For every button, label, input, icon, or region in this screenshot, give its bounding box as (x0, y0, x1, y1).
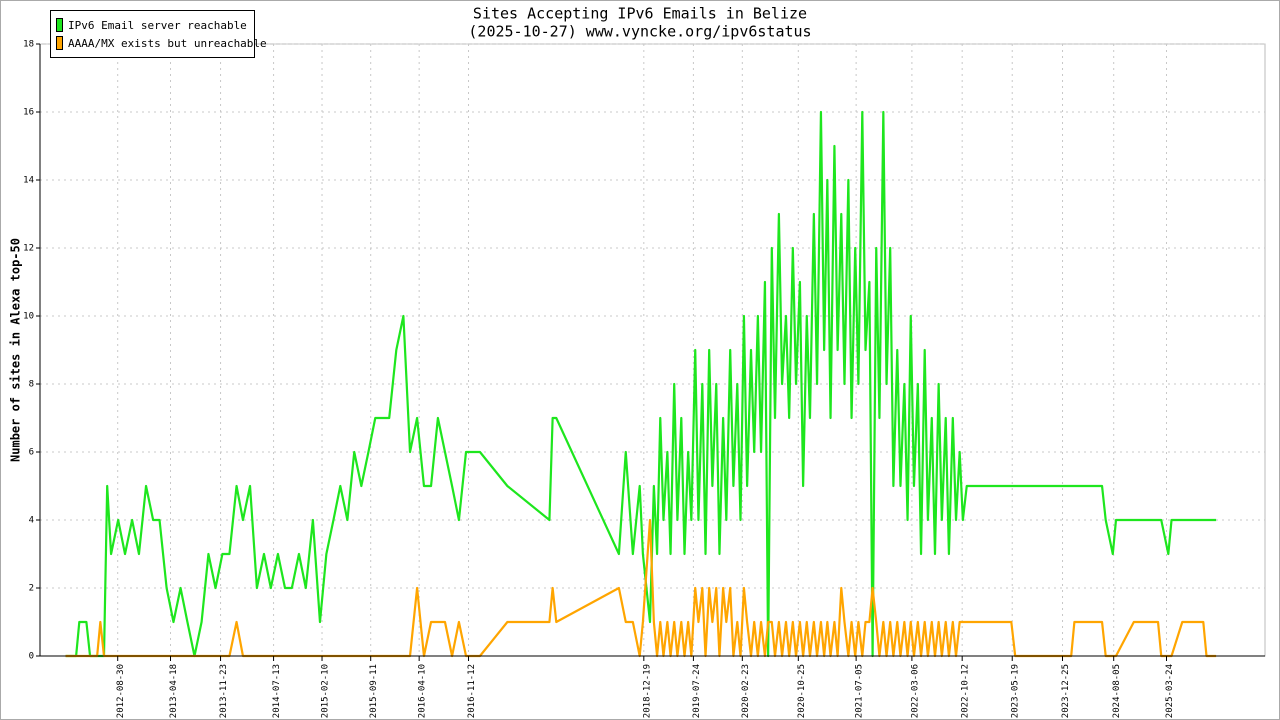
x-tick-label: 2015-09-11 (369, 664, 379, 718)
legend-box (50, 10, 255, 58)
legend-swatch (56, 18, 63, 32)
x-tick-label: 2013-04-18 (169, 664, 179, 718)
y-tick-label: 14 (23, 176, 34, 186)
x-tick-label: 2023-12-25 (1061, 664, 1071, 718)
x-tick-label: 2016-04-10 (418, 664, 428, 718)
y-axis-label: Number of sites in Alexa top-50 (9, 238, 23, 462)
x-tick-label: 2019-07-24 (692, 664, 702, 718)
series-line (65, 110, 1217, 658)
y-tick-label: 6 (29, 448, 34, 458)
x-tick-label: 2020-02-23 (741, 664, 751, 718)
x-tick-label: 2022-03-06 (910, 664, 920, 718)
legend: IPv6 Email server reachable AAAA/MX exist… (50, 10, 267, 58)
x-tick-label: 2012-08-30 (116, 664, 126, 718)
x-tick-label: 2022-10-12 (961, 664, 971, 718)
y-tick-label: 10 (23, 312, 34, 322)
x-tick-label: 2015-02-10 (321, 664, 331, 718)
y-tick-label: 8 (29, 380, 34, 390)
x-tick-label: 2020-10-25 (797, 664, 807, 718)
x-tick-label: 2014-07-13 (272, 664, 282, 718)
x-tick-label: 2021-07-05 (855, 664, 865, 718)
y-tick-label: 0 (29, 652, 34, 662)
legend-label: IPv6 Email server reachable (68, 19, 247, 32)
legend-swatch (56, 36, 63, 50)
x-tick-label: 2025-03-24 (1165, 664, 1175, 718)
chart-title: Sites Accepting IPv6 Emails in Belize (473, 5, 807, 23)
x-tick-label: 2018-12-19 (642, 664, 652, 718)
x-tick-label: 2024-08-05 (1112, 664, 1122, 718)
y-tick-label: 2 (29, 584, 34, 594)
chart-subtitle: (2025-10-27) www.vyncke.org/ipv6status (468, 23, 811, 41)
legend-label: AAAA/MX exists but unreachable (68, 37, 267, 50)
y-tick-label: 18 (23, 40, 34, 50)
x-tick-label: 2023-05-19 (1011, 664, 1021, 718)
y-tick-label: 12 (23, 244, 34, 254)
x-tick-label: 2016-11-12 (467, 664, 477, 718)
y-tick-label: 4 (29, 516, 34, 526)
y-tick-label: 16 (23, 108, 34, 118)
x-tick-label: 2013-11-23 (219, 664, 229, 718)
axes: 0 2 4 6 8 10 12 14 16 18 2012-08-30 2013-04-18 2013-… (23, 40, 1265, 718)
